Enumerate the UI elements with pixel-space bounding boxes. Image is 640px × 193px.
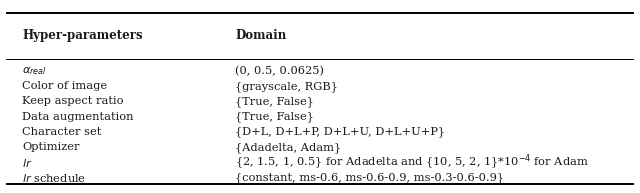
Text: {grayscale, RGB}: {grayscale, RGB} [236, 81, 338, 92]
Text: Hyper-parameters: Hyper-parameters [22, 30, 143, 42]
Text: $\alpha_{real}$: $\alpha_{real}$ [22, 65, 47, 77]
Text: {True, False}: {True, False} [236, 96, 314, 107]
Text: Domain: Domain [236, 30, 287, 42]
Text: {Adadelta, Adam}: {Adadelta, Adam} [236, 142, 342, 153]
Text: {constant, ms-0.6, ms-0.6-0.9, ms-0.3-0.6-0.9}: {constant, ms-0.6, ms-0.6-0.9, ms-0.3-0.… [236, 172, 504, 183]
Text: Color of image: Color of image [22, 81, 108, 91]
Text: Keep aspect ratio: Keep aspect ratio [22, 96, 124, 107]
Text: Optimizer: Optimizer [22, 142, 79, 152]
Text: {True, False}: {True, False} [236, 111, 314, 122]
Text: Character set: Character set [22, 127, 102, 137]
Text: Data augmentation: Data augmentation [22, 112, 134, 122]
Text: {D+L, D+L+P, D+L+U, D+L+U+P}: {D+L, D+L+P, D+L+U, D+L+U+P} [236, 127, 445, 137]
Text: (0, 0.5, 0.0625): (0, 0.5, 0.0625) [236, 66, 324, 76]
Text: $lr$: $lr$ [22, 157, 33, 168]
Text: {2, 1.5, 1, 0.5} for Adadelta and {10, 5, 2, 1}*10$^{-4}$ for Adam: {2, 1.5, 1, 0.5} for Adadelta and {10, 5… [236, 153, 589, 172]
Text: $lr$ schedule: $lr$ schedule [22, 172, 86, 184]
